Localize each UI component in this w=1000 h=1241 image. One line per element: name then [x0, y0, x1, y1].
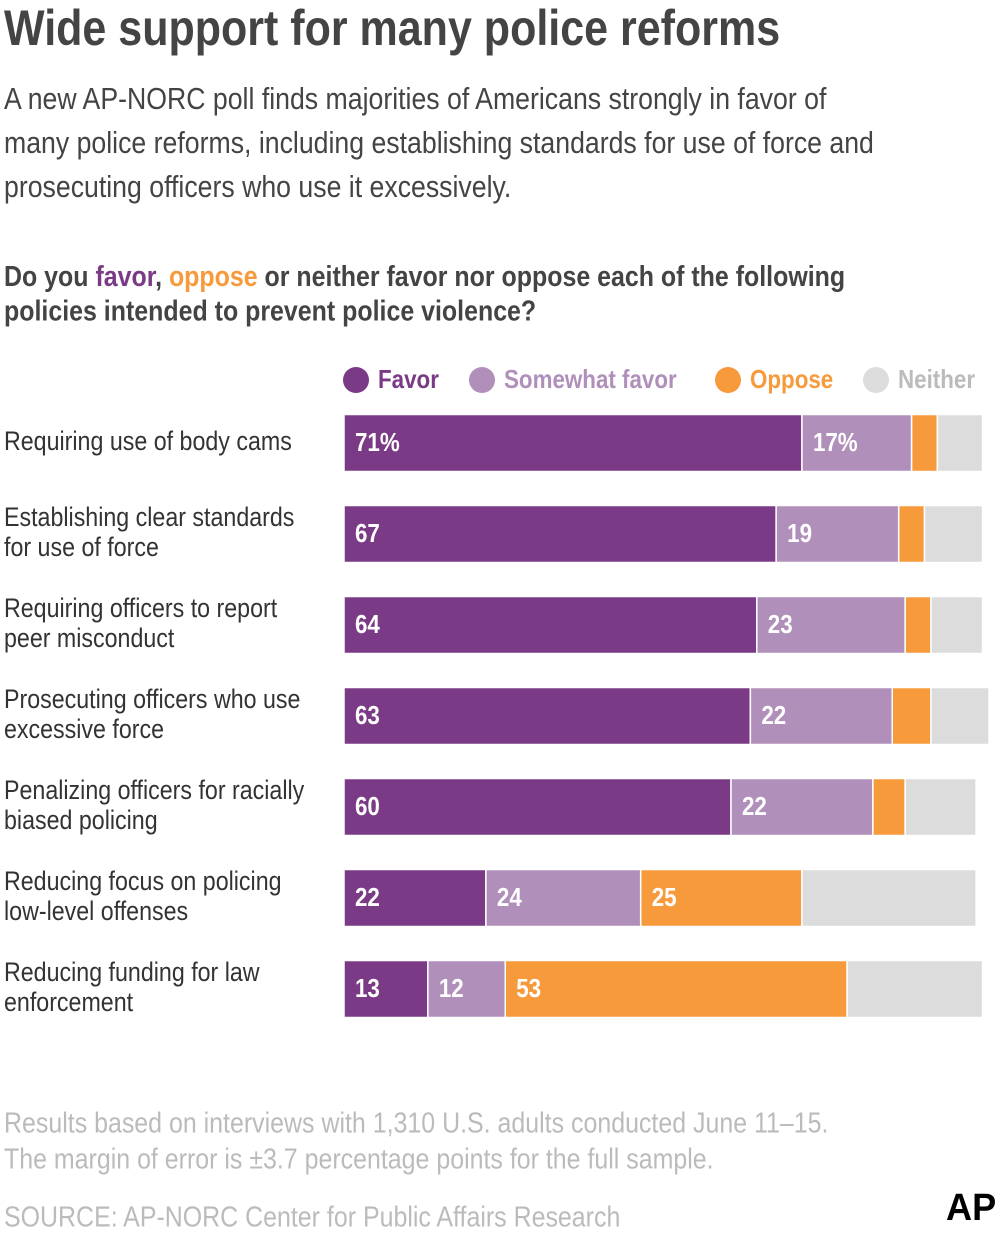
bar-segment	[485, 868, 642, 928]
bar-segment	[801, 413, 913, 473]
bar-segment	[639, 868, 803, 928]
value-label: 64	[355, 609, 380, 639]
bar-segment	[343, 595, 758, 655]
bar-segment	[872, 777, 906, 837]
value-label: 60	[355, 791, 380, 821]
bar-segment	[343, 868, 487, 928]
category-label: low-level offenses	[4, 896, 188, 926]
bar-segment	[904, 777, 977, 837]
category-label: Reducing focus on policing	[4, 866, 282, 896]
value-label: 63	[355, 700, 380, 730]
bar-segment	[891, 686, 932, 746]
value-label: 22	[355, 882, 380, 912]
value-label: 71%	[355, 427, 400, 457]
bar-segment	[343, 504, 777, 564]
question-part: Do you	[4, 261, 95, 293]
value-label: 67	[355, 518, 380, 548]
bar-segment	[343, 413, 803, 473]
bar-segment	[730, 777, 874, 837]
value-label: 24	[497, 882, 522, 912]
value-label: 25	[652, 882, 677, 912]
bar-segment	[343, 777, 732, 837]
bar-segment	[897, 504, 926, 564]
category-label: Penalizing officers for racially	[4, 775, 305, 805]
category-label: for use of force	[4, 532, 159, 562]
legend-label: Oppose	[750, 364, 833, 394]
value-label: 23	[768, 609, 793, 639]
note: The margin of error is ±3.7 percentage p…	[4, 1144, 714, 1176]
bar-segment	[936, 413, 984, 473]
legend-label: Somewhat favor	[504, 364, 677, 394]
legend-swatch	[863, 367, 889, 393]
legend-swatch	[715, 367, 741, 393]
category-label: excessive force	[4, 714, 164, 744]
category-label: biased policing	[4, 805, 158, 835]
question-part: favor	[95, 261, 156, 293]
value-label: 13	[355, 973, 380, 1003]
bar-segment	[846, 959, 984, 1019]
note: Results based on interviews with 1,310 U…	[4, 1108, 828, 1140]
legend-label: Favor	[378, 364, 439, 394]
category-label: Requiring use of body cams	[4, 426, 292, 456]
question-part: oppose	[169, 261, 258, 293]
bar-segment	[343, 686, 752, 746]
bar-segment	[904, 595, 932, 655]
category-label: Reducing funding for law	[4, 957, 260, 987]
bar-segment	[923, 504, 984, 564]
value-label: 19	[787, 518, 812, 548]
subtitle: A new AP-NORC poll finds majorities of A…	[4, 81, 827, 116]
value-label: 17%	[813, 427, 858, 457]
value-label: 12	[439, 973, 464, 1003]
category-label: Requiring officers to report	[4, 593, 278, 623]
bar-segment	[756, 595, 906, 655]
category-label: Prosecuting officers who use	[4, 684, 300, 714]
bar-segment	[801, 868, 977, 928]
bar-segment	[910, 413, 939, 473]
legend-label: Neither	[898, 364, 975, 394]
value-label: 22	[761, 700, 786, 730]
category-label: peer misconduct	[4, 623, 175, 653]
subtitle: prosecuting officers who use it excessiv…	[4, 169, 511, 204]
value-label: 22	[742, 791, 767, 821]
logo: AP	[946, 1187, 996, 1229]
bar-segment	[427, 959, 507, 1019]
source: SOURCE: AP-NORC Center for Public Affair…	[4, 1202, 620, 1234]
question-part: ,	[155, 261, 169, 293]
bar-segment	[775, 504, 900, 564]
question: Do you favor, oppose or neither favor no…	[4, 261, 845, 293]
legend-swatch	[469, 367, 495, 393]
category-label: Establishing clear standards	[4, 502, 294, 532]
bar-segment	[930, 686, 990, 746]
bar-segment	[504, 959, 848, 1019]
bar-segment	[343, 959, 429, 1019]
bar-segment	[930, 595, 984, 655]
value-label: 53	[516, 973, 541, 1003]
question: policies intended to prevent police viol…	[4, 296, 536, 328]
question-part: or neither favor nor oppose each of the …	[258, 261, 846, 293]
category-label: enforcement	[4, 987, 133, 1017]
subtitle: many police reforms, including establish…	[4, 125, 874, 160]
legend-swatch	[343, 367, 369, 393]
chart-title: Wide support for many police reforms	[4, 0, 780, 56]
